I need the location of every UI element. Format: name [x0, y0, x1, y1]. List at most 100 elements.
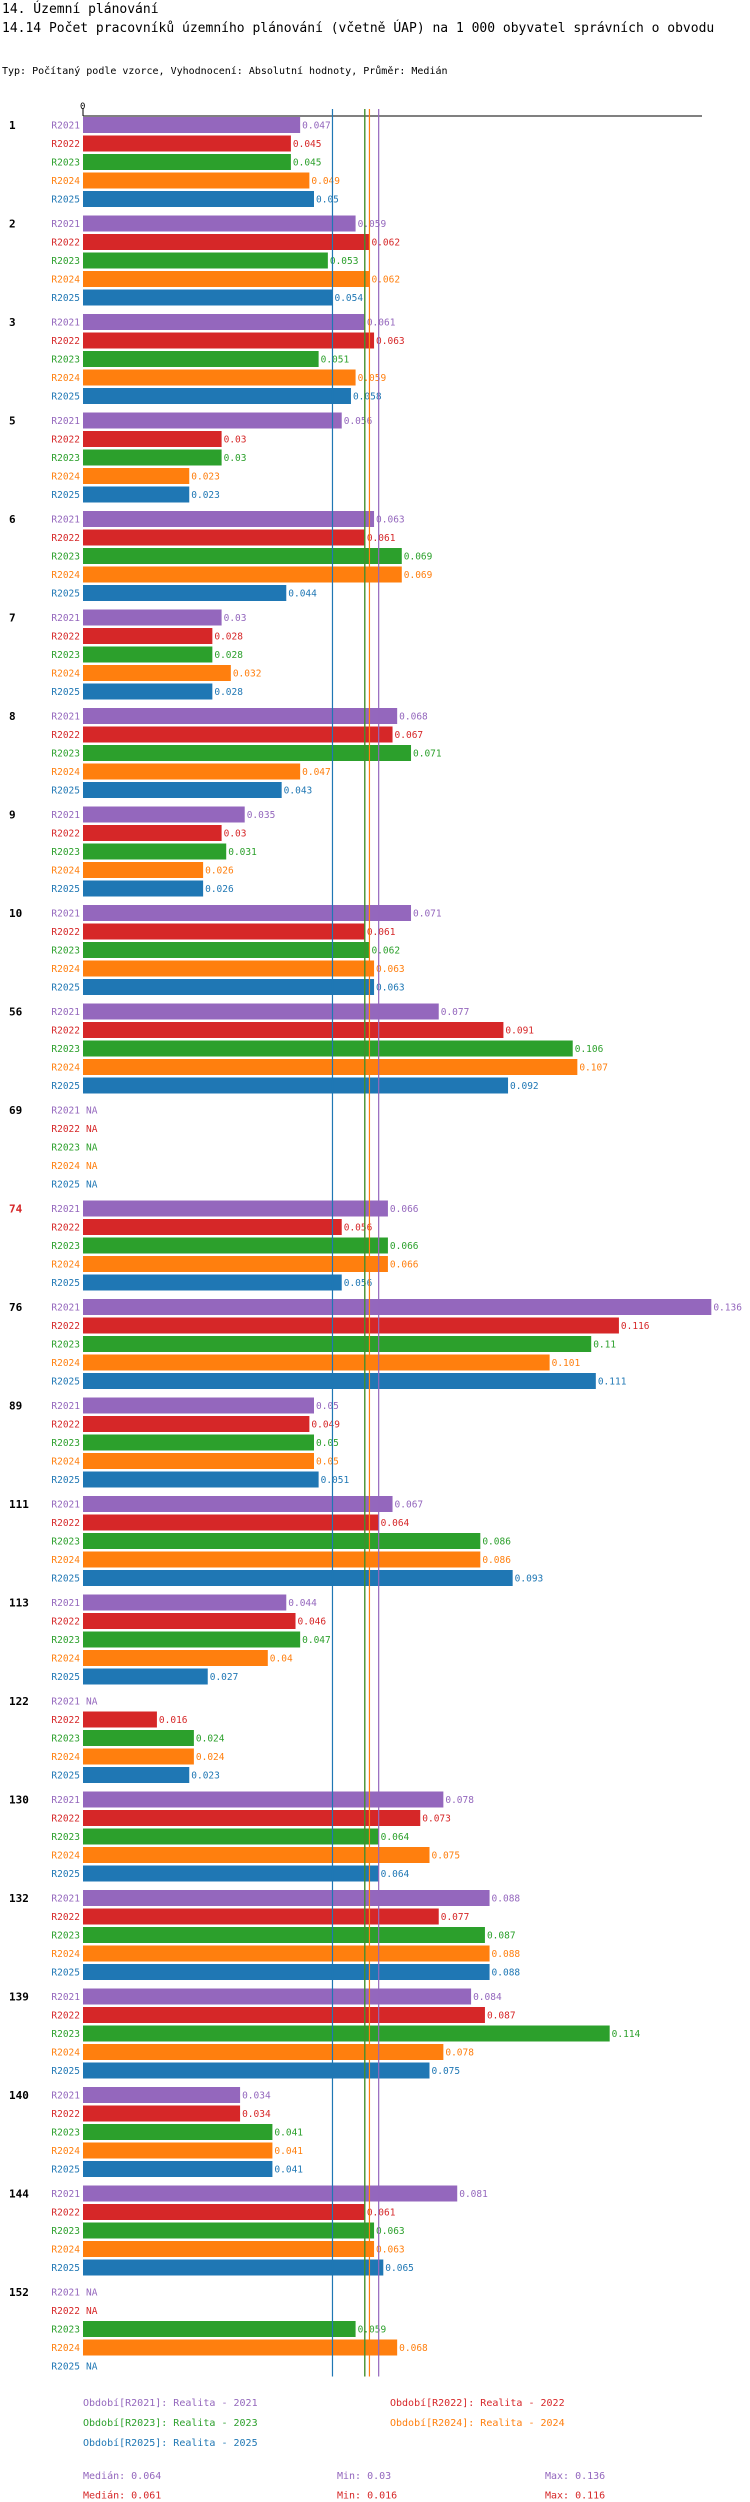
- group-label-152: 152: [9, 2286, 29, 2299]
- bar-89-R2025: [83, 1471, 319, 1488]
- series-label: R2021: [51, 515, 80, 526]
- bar-value-label: 0.106: [575, 1044, 604, 1055]
- bar-6-R2021: [83, 511, 375, 527]
- series-label: R2025: [51, 1771, 80, 1782]
- series-label: R2025: [51, 1574, 80, 1585]
- series-label: R2021: [51, 1500, 80, 1511]
- bar-6-R2025: [83, 585, 287, 601]
- na-label: NA: [86, 2306, 98, 2317]
- bar-7-R2022: [83, 628, 213, 644]
- legend-entry: Období[R2024]: Realita - 2024: [390, 2417, 565, 2429]
- series-label: R2025: [51, 786, 80, 797]
- series-label: R2022: [51, 1715, 80, 1726]
- bar-value-label: 0.068: [399, 712, 428, 723]
- series-label: R2022: [51, 1814, 80, 1825]
- bar-113-R2023: [83, 1631, 301, 1648]
- series-label: R2022: [51, 1912, 80, 1923]
- bar-130-R2023: [83, 1828, 379, 1845]
- group-label-5: 5: [9, 415, 16, 428]
- series-label: R2021: [51, 416, 80, 427]
- series-label: R2023: [51, 453, 80, 464]
- series-label: R2024: [51, 964, 80, 975]
- bar-74-R2021: [83, 1200, 388, 1217]
- bar-value-label: 0.04: [270, 1654, 293, 1665]
- series-label: R2024: [51, 2343, 80, 2354]
- series-label: R2021: [51, 909, 80, 920]
- bar-140-R2023: [83, 2124, 273, 2140]
- bar-3-R2022: [83, 332, 375, 349]
- series-label: R2023: [51, 1340, 80, 1351]
- bar-value-label: 0.056: [344, 416, 373, 427]
- bar-130-R2022: [83, 1810, 421, 1826]
- series-label: R2022: [51, 1026, 80, 1037]
- legend-entry: Období[R2022]: Realita - 2022: [390, 2397, 565, 2409]
- bar-value-label: 0.078: [445, 1795, 474, 1806]
- na-label: NA: [86, 2288, 98, 2299]
- bar-56-R2025: [83, 1077, 509, 1094]
- series-label: R2021: [51, 1598, 80, 1609]
- bar-value-label: 0.061: [367, 2208, 396, 2219]
- series-label: R2021: [51, 1401, 80, 1412]
- series-label: R2022: [51, 927, 80, 938]
- bar-value-label: 0.075: [432, 1851, 461, 1862]
- bar-value-label: 0.026: [205, 884, 234, 895]
- series-label: R2023: [51, 552, 80, 563]
- bar-value-label: 0.024: [196, 1752, 225, 1763]
- bar-value-label: 0.059: [358, 219, 387, 230]
- bar-value-label: 0.043: [284, 786, 313, 797]
- bar-113-R2024: [83, 1650, 268, 1666]
- bar-value-label: 0.023: [191, 472, 220, 483]
- bar-value-label: 0.05: [316, 195, 339, 206]
- x-axis-tick-label: 0: [80, 102, 85, 112]
- bar-value-label: 0.03: [224, 453, 247, 464]
- series-label: R2022: [51, 2306, 80, 2317]
- series-label: R2021: [51, 318, 80, 329]
- group-label-1: 1: [9, 119, 16, 132]
- bar-value-label: 0.093: [515, 1574, 544, 1585]
- group-label-76: 76: [9, 1301, 23, 1314]
- bar-5-R2025: [83, 486, 190, 503]
- bar-9-R2023: [83, 843, 227, 860]
- series-label: R2023: [51, 1635, 80, 1646]
- bar-value-label: 0.05: [316, 1401, 339, 1412]
- series-label: R2024: [51, 1654, 80, 1665]
- bar-value-label: 0.084: [473, 1992, 502, 2003]
- bar-113-R2021: [83, 1594, 287, 1611]
- series-label: R2023: [51, 1044, 80, 1055]
- bar-value-label: 0.031: [228, 847, 257, 858]
- group-label-2: 2: [9, 218, 16, 231]
- bar-value-label: 0.062: [371, 238, 400, 249]
- series-label: R2021: [51, 1795, 80, 1806]
- group-label-69: 69: [9, 1104, 22, 1117]
- bar-value-label: 0.03: [224, 829, 247, 840]
- bar-152-R2024: [83, 2339, 398, 2356]
- stat-max: Max: 0.116: [545, 2491, 605, 2502]
- series-label: R2023: [51, 2226, 80, 2237]
- bar-value-label: 0.035: [247, 810, 276, 821]
- bar-value-label: 0.136: [713, 1303, 742, 1314]
- group-label-56: 56: [9, 1006, 23, 1019]
- bar-value-label: 0.086: [482, 1555, 511, 1566]
- bar-139-R2025: [83, 2062, 430, 2079]
- bar-139-R2022: [83, 2007, 485, 2023]
- bar-value-label: 0.069: [404, 570, 433, 581]
- bar-value-label: 0.077: [441, 1007, 470, 1018]
- bar-9-R2025: [83, 880, 204, 897]
- bar-3-R2024: [83, 369, 356, 386]
- bar-value-label: 0.061: [367, 318, 396, 329]
- bar-value-label: 0.068: [399, 2343, 428, 2354]
- series-label: R2024: [51, 866, 80, 877]
- bar-1-R2023: [83, 154, 291, 170]
- series-label: R2023: [51, 2029, 80, 2040]
- bar-value-label: 0.023: [191, 1771, 220, 1782]
- series-label: R2023: [51, 749, 80, 760]
- series-label: R2023: [51, 1438, 80, 1449]
- group-label-122: 122: [9, 1695, 29, 1708]
- bar-value-label: 0.071: [413, 909, 442, 920]
- bar-7-R2021: [83, 609, 222, 626]
- bar-value-label: 0.091: [505, 1026, 534, 1037]
- bar-3-R2025: [83, 388, 351, 404]
- series-label: R2024: [51, 1457, 80, 1468]
- bar-value-label: 0.073: [422, 1814, 451, 1825]
- series-label: R2025: [51, 2066, 80, 2077]
